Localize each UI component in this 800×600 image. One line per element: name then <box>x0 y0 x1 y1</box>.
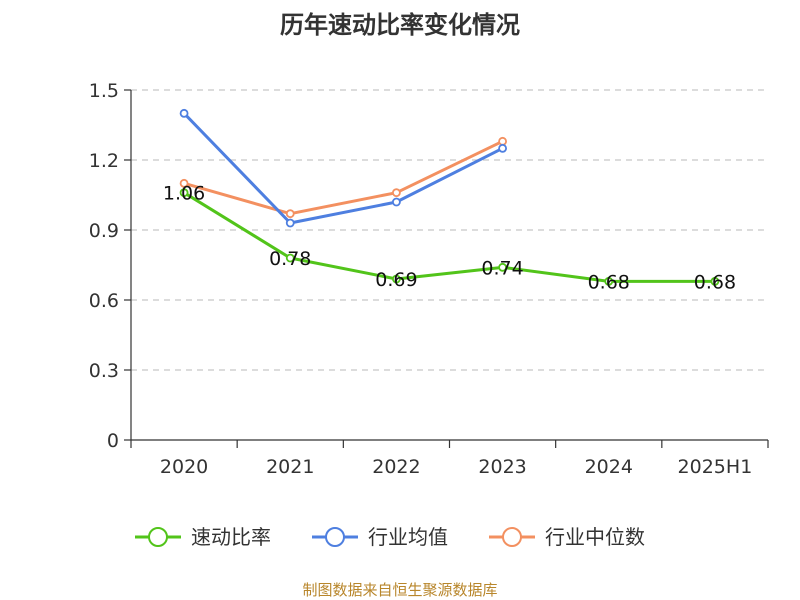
legend: 速动比率 行业均值 行业中位数 <box>135 525 645 549</box>
data-point <box>392 197 401 207</box>
data-label: 1.06 <box>163 183 205 205</box>
grid-lines <box>131 89 768 371</box>
data-point <box>498 262 507 272</box>
x-tick-label: 2020 <box>160 456 208 478</box>
legend-item[interactable]: 行业均值 <box>312 525 448 549</box>
legend-item[interactable]: 行业中位数 <box>489 525 645 549</box>
legend-marker <box>148 527 168 547</box>
legend-item[interactable]: 速动比率 <box>135 525 271 549</box>
x-tick-label: 2024 <box>585 456 633 478</box>
legend-label: 速动比率 <box>191 525 271 549</box>
y-tick-label: 0 <box>107 430 119 452</box>
data-labels: 1.06 0.78 0.69 0.74 0.68 0.68 <box>163 183 736 294</box>
series-layer <box>179 108 720 286</box>
data-point <box>285 253 295 263</box>
legend-label: 行业中位数 <box>545 525 645 549</box>
y-tick-label: 0.9 <box>89 220 119 242</box>
data-point <box>285 218 295 228</box>
data-label: 0.69 <box>375 269 417 291</box>
data-point <box>285 209 295 219</box>
y-tick-label: 0.3 <box>89 360 119 382</box>
series-line <box>183 191 715 283</box>
series-line <box>183 112 504 225</box>
y-tick-label: 1.5 <box>89 80 119 102</box>
chart-title: 历年速动比率变化情况 <box>280 11 520 39</box>
data-point <box>604 276 614 286</box>
y-tick-label: 1.2 <box>89 150 119 172</box>
x-tick-label: 2022 <box>372 456 420 478</box>
y-tick-label: 0.6 <box>89 290 119 312</box>
data-point <box>179 178 189 188</box>
series-line <box>183 139 504 216</box>
x-tick-label: 2025H1 <box>678 456 753 478</box>
x-tick-label: 2023 <box>478 456 526 478</box>
source-note: 制图数据来自恒生聚源数据库 <box>302 581 497 599</box>
data-label: 0.68 <box>588 271 630 293</box>
x-tick-label: 2021 <box>266 456 314 478</box>
legend-marker <box>325 527 345 547</box>
legend-marker <box>502 527 522 547</box>
data-point <box>710 276 720 286</box>
data-point <box>179 108 189 118</box>
data-point <box>498 136 507 146</box>
data-point <box>392 274 401 284</box>
data-label: 0.78 <box>269 248 311 270</box>
legend-label: 行业均值 <box>368 525 448 549</box>
data-point <box>498 143 507 153</box>
data-label: 0.74 <box>481 257 523 279</box>
axes: 0 0.3 0.6 0.9 1.2 1.5 2020 2021 2022 2023 2024 2025… <box>89 80 769 478</box>
data-label: 0.68 <box>694 271 736 293</box>
data-point <box>179 188 189 198</box>
data-point <box>392 188 401 198</box>
